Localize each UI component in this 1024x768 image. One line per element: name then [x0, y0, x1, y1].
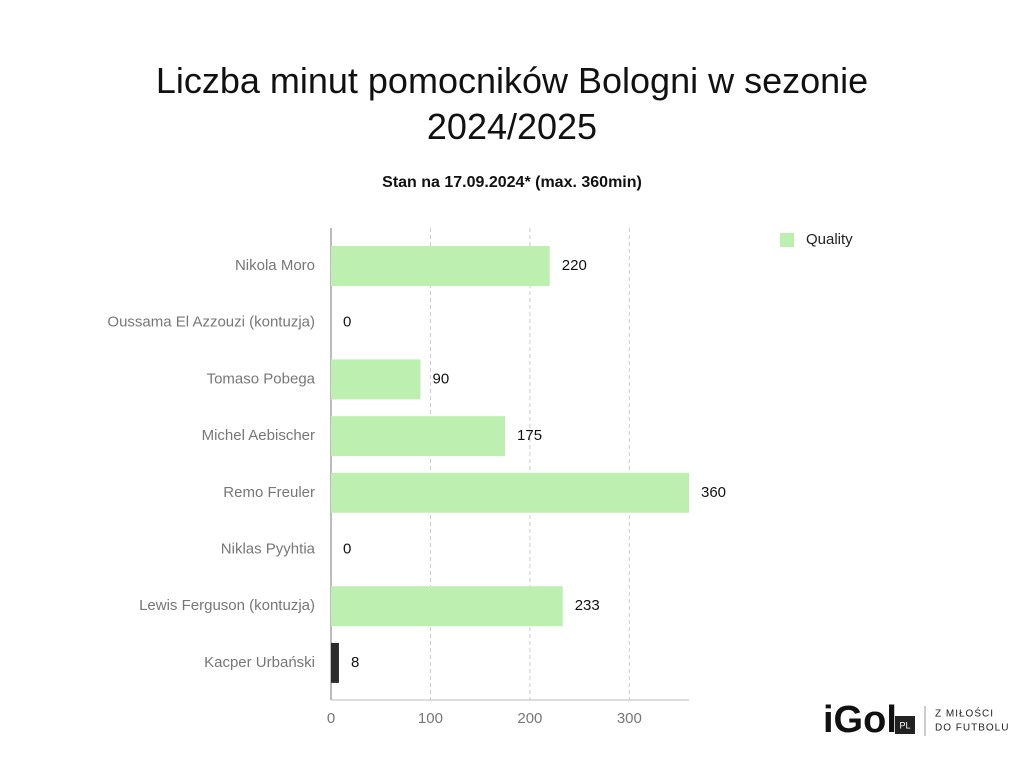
value-label: 0 [343, 314, 351, 331]
y-tick-label: Michel Aebischer [202, 427, 315, 444]
y-tick-label: Nikola Moro [235, 257, 315, 274]
x-tick-label: 200 [517, 710, 542, 727]
logo-badge: PL [899, 720, 910, 730]
legend-label: Quality [806, 231, 853, 248]
chart-title: Liczba minut pomocników Bologni w sezoni… [155, 60, 869, 147]
y-tick-label: Oussama El Azzouzi (kontuzja) [107, 314, 315, 331]
value-label: 0 [343, 540, 351, 557]
bar [331, 416, 506, 457]
value-label: 220 [562, 257, 587, 274]
bar [331, 642, 339, 683]
y-tick-label: Lewis Ferguson (kontuzja) [139, 597, 315, 614]
x-tick-label: 300 [617, 710, 642, 727]
logo-badge-bg [895, 716, 915, 734]
value-label: 90 [433, 370, 450, 387]
bar [331, 246, 550, 286]
y-tick-label: Kacper Urbański [204, 654, 315, 671]
logo-name: iGol [823, 699, 897, 741]
bar [331, 586, 563, 627]
bar [331, 472, 689, 513]
chart-subtitle: Stan na 17.09.2024* (max. 360min) [382, 174, 642, 191]
logo-tagline: DO FUTBOLU [935, 723, 1009, 734]
y-tick-label: Remo Freuler [223, 484, 315, 501]
value-label: 175 [517, 427, 542, 444]
value-label: 8 [351, 654, 359, 671]
value-label: 233 [575, 597, 600, 614]
x-tick-label: 100 [418, 710, 443, 727]
y-tick-label: Niklas Pyyhtia [221, 540, 316, 557]
x-tick-label: 0 [327, 710, 335, 727]
legend-swatch [780, 233, 794, 247]
logo-tagline: Z MIŁOŚCI [935, 707, 994, 720]
bar [331, 359, 421, 400]
value-label: 360 [701, 484, 726, 501]
y-tick-label: Tomaso Pobega [207, 370, 316, 387]
